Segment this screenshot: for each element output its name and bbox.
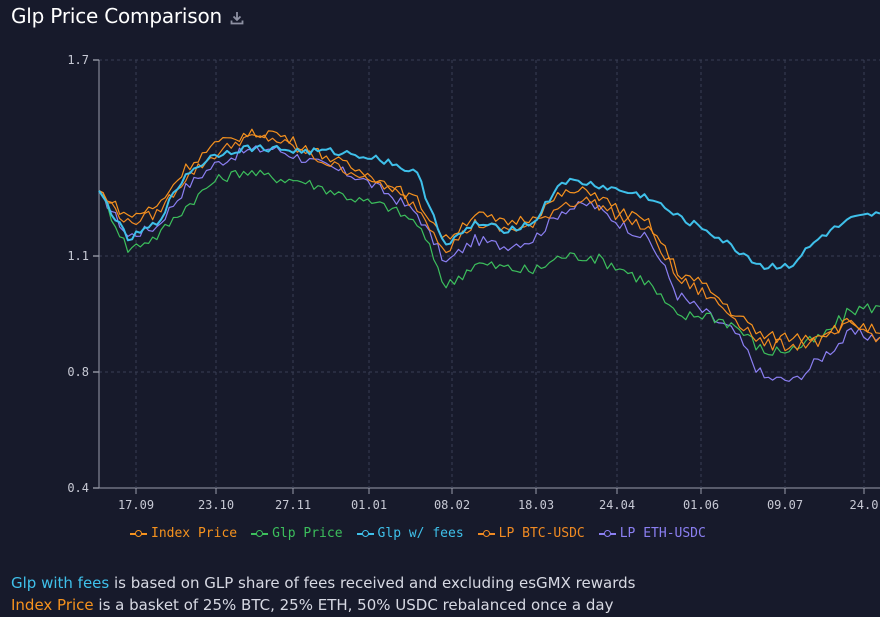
x-tick-label: 18.03 [518,498,554,512]
chart-notes: Glp with fees is based on GLP share of f… [11,572,635,616]
legend-marker-lp-eth-usdc [598,529,616,539]
x-tick-label: 24.0 [850,498,879,512]
legend-item-lp-btc-usdc[interactable]: LP BTC-USDC [477,526,585,541]
legend-label-index-price: Index Price [151,526,238,541]
note-index-price-highlight: Index Price [11,596,94,614]
y-tick-label: 0.8 [67,365,89,379]
download-icon[interactable] [229,10,245,26]
legend-marker-lp-btc-usdc [477,529,495,539]
note-glp-with-fees: Glp with fees is based on GLP share of f… [11,572,635,594]
legend-item-lp-eth-usdc[interactable]: LP ETH-USDC [598,526,706,541]
legend-label-lp-eth-usdc: LP ETH-USDC [619,526,706,541]
y-tick-label: 0.4 [67,481,89,495]
chart-title: Glp Price Comparison [11,4,223,28]
legend-label-lp-btc-usdc: LP BTC-USDC [498,526,585,541]
note-index-price-text: is a basket of 25% BTC, 25% ETH, 50% USD… [93,596,614,614]
x-tick-label: 09.07 [767,498,803,512]
y-tick-label: 1.7 [67,53,89,67]
x-tick-label: 01.06 [683,498,719,512]
series-line-eth [98,145,880,382]
legend-label-glp-with-fees: Glp w/ fees [377,526,464,541]
series-line-index [98,128,880,344]
x-tick-label: 27.11 [275,498,311,512]
legend-marker-glp-price [251,529,269,539]
note-index-price: Index Price is a basket of 25% BTC, 25% … [11,594,635,616]
y-tick-label: 1.1 [67,249,89,263]
chart-header: Glp Price Comparison [11,4,245,28]
legend-marker-index-price [130,529,147,539]
note-glp-with-fees-highlight: Glp with fees [11,574,110,592]
legend-item-glp-price[interactable]: Glp Price [251,526,343,541]
x-tick-label: 24.04 [599,498,635,512]
x-tick-label: 17.09 [118,498,154,512]
legend-marker-glp-with-fees [356,529,374,539]
chart-legend: Index Price Glp Price Glp w/ fees LP BTC… [130,526,720,541]
x-tick-label: 08.02 [434,498,470,512]
note-glp-with-fees-text: is based on GLP share of fees received a… [109,574,636,592]
series-line-glp-fees [98,144,880,270]
price-line-chart: 1.7 1.1 0.8 0.4 17.09 23.10 27.11 01.01 08.02 18.… [67,53,880,512]
legend-label-glp-price: Glp Price [272,526,343,541]
legend-item-index-price[interactable]: Index Price [130,526,237,541]
series-line-glp [98,169,880,356]
x-tick-label: 23.10 [198,498,234,512]
x-tick-label: 01.01 [351,498,387,512]
legend-item-glp-with-fees[interactable]: Glp w/ fees [356,526,464,541]
